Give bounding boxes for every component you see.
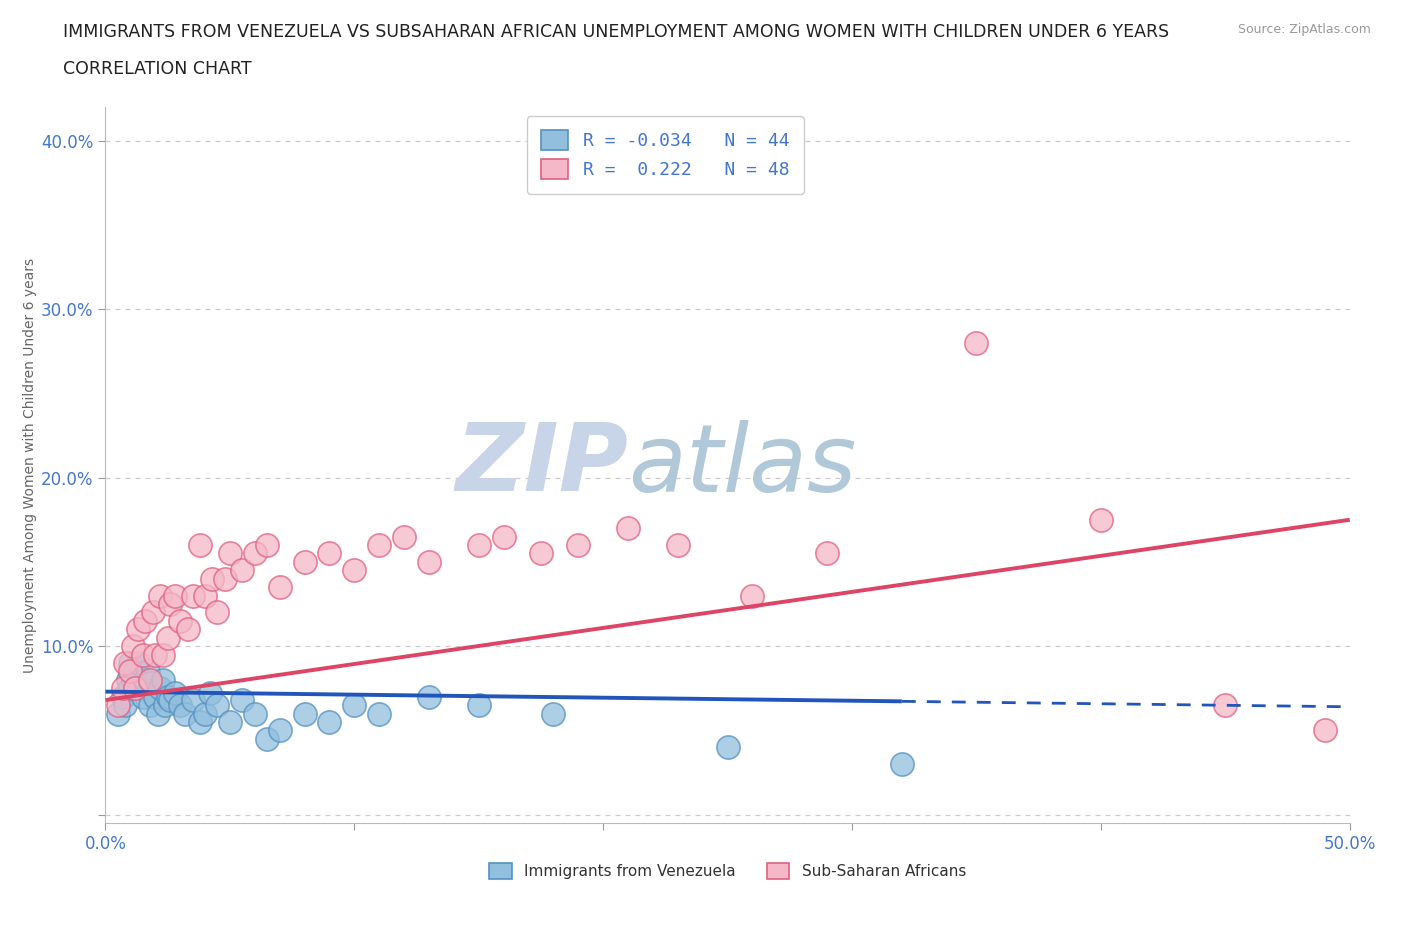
Point <box>418 554 440 569</box>
Point <box>318 546 340 561</box>
Point <box>717 739 740 754</box>
Point <box>368 538 391 552</box>
Point <box>132 689 155 704</box>
Text: Source: ZipAtlas.com: Source: ZipAtlas.com <box>1237 23 1371 36</box>
Point <box>666 538 689 552</box>
Point <box>467 698 489 712</box>
Point <box>120 681 142 696</box>
Point <box>156 689 179 704</box>
Point <box>165 685 187 700</box>
Point <box>107 706 129 721</box>
Point <box>107 698 129 712</box>
Point <box>256 731 278 746</box>
Point <box>181 693 204 708</box>
Point <box>114 656 136 671</box>
Point <box>219 546 242 561</box>
Point <box>165 588 187 603</box>
Point <box>318 714 340 729</box>
Point <box>890 757 912 772</box>
Point <box>120 656 142 671</box>
Point <box>1215 698 1237 712</box>
Point <box>543 706 565 721</box>
Y-axis label: Unemployment Among Women with Children Under 6 years: Unemployment Among Women with Children U… <box>22 258 37 672</box>
Point <box>159 596 181 611</box>
Text: CORRELATION CHART: CORRELATION CHART <box>63 60 252 78</box>
Text: ZIP: ZIP <box>456 419 628 511</box>
Point <box>294 554 316 569</box>
Point <box>159 693 181 708</box>
Point <box>198 685 221 700</box>
Point <box>1090 512 1112 527</box>
Point <box>149 588 172 603</box>
Point <box>1313 723 1336 737</box>
Point <box>207 698 229 712</box>
Point <box>121 639 143 654</box>
Point <box>117 672 139 687</box>
Point <box>617 521 640 536</box>
Point <box>207 605 229 620</box>
Point <box>143 647 166 662</box>
Point <box>111 689 134 704</box>
Point <box>418 689 440 704</box>
Text: atlas: atlas <box>628 419 856 511</box>
Point <box>169 698 191 712</box>
Point <box>231 563 253 578</box>
Point <box>142 605 165 620</box>
Point <box>294 706 316 721</box>
Point <box>392 529 415 544</box>
Point <box>120 664 142 679</box>
Point <box>188 538 211 552</box>
Point <box>492 529 515 544</box>
Point <box>176 622 198 637</box>
Point <box>127 656 149 671</box>
Point <box>139 698 162 712</box>
Point <box>127 622 149 637</box>
Point <box>256 538 278 552</box>
Point <box>139 676 162 691</box>
Point <box>815 546 838 561</box>
Point <box>149 681 172 696</box>
Point <box>146 706 169 721</box>
Point <box>194 706 217 721</box>
Point <box>567 538 589 552</box>
Point <box>139 672 162 687</box>
Point <box>343 563 366 578</box>
Point <box>965 336 987 351</box>
Point <box>214 571 236 586</box>
Point <box>121 672 143 687</box>
Point <box>201 571 224 586</box>
Point <box>231 693 253 708</box>
Point <box>219 714 242 729</box>
Text: IMMIGRANTS FROM VENEZUELA VS SUBSAHARAN AFRICAN UNEMPLOYMENT AMONG WOMEN WITH CH: IMMIGRANTS FROM VENEZUELA VS SUBSAHARAN … <box>63 23 1170 41</box>
Point <box>124 681 146 696</box>
Legend: Immigrants from Venezuela, Sub-Saharan Africans: Immigrants from Venezuela, Sub-Saharan A… <box>481 856 974 887</box>
Point <box>143 689 166 704</box>
Point <box>169 614 191 629</box>
Point <box>467 538 489 552</box>
Point <box>530 546 553 561</box>
Point <box>153 698 176 712</box>
Point <box>741 588 763 603</box>
Point <box>111 681 134 696</box>
Point <box>124 664 146 679</box>
Point <box>243 706 266 721</box>
Point <box>188 714 211 729</box>
Point <box>152 672 174 687</box>
Point <box>174 706 197 721</box>
Point <box>152 647 174 662</box>
Point <box>132 647 155 662</box>
Point <box>114 698 136 712</box>
Point <box>136 664 159 679</box>
Point <box>134 614 156 629</box>
Point <box>129 681 152 696</box>
Point <box>134 672 156 687</box>
Point <box>181 588 204 603</box>
Point <box>343 698 366 712</box>
Point <box>156 631 179 645</box>
Point <box>243 546 266 561</box>
Point <box>368 706 391 721</box>
Point <box>194 588 217 603</box>
Point <box>269 723 291 737</box>
Point <box>269 579 291 594</box>
